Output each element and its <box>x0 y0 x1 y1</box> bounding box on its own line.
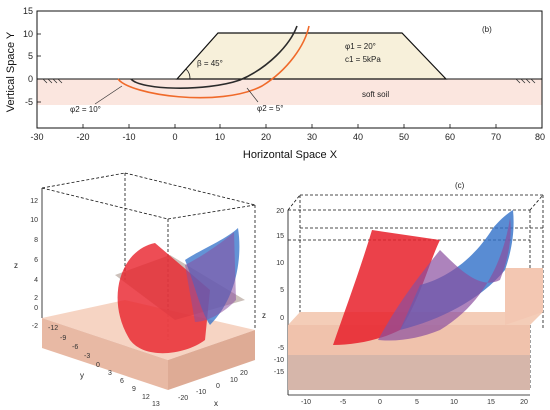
z-tick: 10 <box>30 217 38 224</box>
c1-label: c1 = 5kPa <box>345 55 381 64</box>
x-tick: 20 <box>261 132 271 142</box>
y-axis-title: Vertical Space Y <box>5 31 17 112</box>
z-tick: 4 <box>34 277 38 284</box>
panel-right-3d: (c) 20 15 10 5 0 <box>262 181 544 406</box>
z-tick: 8 <box>34 237 38 244</box>
x-axis-title: Horizontal Space X <box>243 149 338 161</box>
x-tick: 10 <box>450 399 458 406</box>
soft-soil-layer <box>37 79 542 105</box>
y-tick: 0 <box>28 74 33 84</box>
z-tick: 12 <box>30 198 38 205</box>
right-soil-front-lower <box>288 355 530 390</box>
left-overlap-surface <box>185 232 236 322</box>
x-tick: -10 <box>301 399 311 406</box>
x-tick: -30 <box>30 132 43 142</box>
x-tick: 0 <box>378 399 382 406</box>
x-tick: -20 <box>178 395 188 402</box>
phi2-left-leader <box>94 85 123 105</box>
slope-angle-arc <box>185 68 191 80</box>
x-tick: 10 <box>230 377 238 384</box>
z-tick: 10 <box>276 260 284 267</box>
z-tick: 2 <box>34 295 38 302</box>
z-tick: -5 <box>278 345 284 352</box>
z-tick: 5 <box>280 287 284 294</box>
panel-b-label: (b) <box>482 25 492 34</box>
x-tick: 10 <box>215 132 225 142</box>
z-tick: 15 <box>276 233 284 240</box>
left-y-ticks: -12 -9 -6 -3 0 3 6 9 12 13 <box>48 325 160 408</box>
y-tick: -5 <box>25 97 33 107</box>
x-tick: 0 <box>216 383 220 390</box>
phi1-label: φ1 = 20° <box>345 42 376 51</box>
z-tick: 0 <box>34 305 38 312</box>
x-tick: 60 <box>445 132 455 142</box>
panel-b-x-ticks: -30 -20 -10 0 10 20 30 40 50 60 70 80 <box>30 124 545 142</box>
ground-hatch-left <box>42 78 63 84</box>
panel-c-label: (c) <box>455 181 465 190</box>
x-tick: 80 <box>535 132 545 142</box>
z-tick: 20 <box>276 208 284 215</box>
x-tick: 20 <box>240 370 248 377</box>
y-tick: 5 <box>28 51 33 61</box>
y-tick: -9 <box>60 335 66 342</box>
right-z-ticks: 20 15 10 5 0 -5 -10 -15 <box>274 208 284 376</box>
slip-curve-dark <box>130 25 298 89</box>
x-tick: 30 <box>307 132 317 142</box>
x-tick: 50 <box>399 132 409 142</box>
y-tick: -12 <box>48 325 58 332</box>
x-tick: 15 <box>487 399 495 406</box>
phi2-left-label: φ2 = 10° <box>70 105 101 114</box>
phi2-right-label: φ2 = 5° <box>257 104 283 113</box>
x-tick: -5 <box>340 399 346 406</box>
left-soil-block-front <box>42 318 168 390</box>
x-tick: 0 <box>172 132 177 142</box>
y-tick: 9 <box>132 386 136 393</box>
left-z-ticks: 12 10 8 6 4 2 0 -2 <box>30 198 38 330</box>
phi2-right-leader <box>246 87 259 103</box>
z-tick: 0 <box>280 315 284 322</box>
y-tick: 3 <box>108 370 112 377</box>
ground-hatch-right <box>515 78 536 84</box>
beta-label: β = 45° <box>197 59 223 68</box>
x-tick: 40 <box>353 132 363 142</box>
right-z-axis-label: z <box>262 311 266 320</box>
y-tick: 6 <box>120 378 124 385</box>
panel-b: β = 45° φ1 = 20° c1 = 5kPa φ2 = 10° φ2 =… <box>5 6 545 161</box>
slip-curve-orange <box>117 25 310 99</box>
left-soil-block-side <box>168 330 255 390</box>
right-x-ticks: -10 -5 0 5 10 15 20 <box>301 399 528 406</box>
left-bounding-box <box>41 172 256 340</box>
y-tick: -3 <box>84 353 90 360</box>
y-tick: 15 <box>23 6 33 16</box>
z-tick: -15 <box>274 369 284 376</box>
right-red-slip-surface <box>333 230 440 345</box>
right-slope-block <box>505 268 543 325</box>
panel-b-y-ticks: 15 10 5 0 -5 <box>23 6 41 107</box>
left-z-axis-label: z <box>14 261 18 270</box>
x-tick: -10 <box>196 389 206 396</box>
y-tick: 12 <box>142 394 150 401</box>
y-tick: 13 <box>152 401 160 408</box>
z-tick: -10 <box>274 357 284 364</box>
z-tick: -2 <box>32 323 38 330</box>
x-tick: -20 <box>76 132 89 142</box>
panel-b-frame <box>36 10 543 129</box>
z-tick: 6 <box>34 257 38 264</box>
soft-soil-label: soft soil <box>362 90 389 99</box>
slope-body <box>175 32 448 80</box>
x-tick: 70 <box>491 132 501 142</box>
right-overlap-surface <box>378 218 511 341</box>
panel-left-3d: 12 10 8 6 4 2 0 -2 z -12 -9 -6 -3 0 3 6 … <box>14 172 256 408</box>
left-x-axis-label: x <box>214 399 218 408</box>
x-tick: 20 <box>520 399 528 406</box>
y-tick: -6 <box>72 344 78 351</box>
x-tick: -10 <box>122 132 135 142</box>
x-tick: 5 <box>415 399 419 406</box>
y-tick: 10 <box>23 29 33 39</box>
y-tick: 0 <box>96 362 100 369</box>
left-y-axis-label: y <box>80 371 84 380</box>
left-x-ticks: -20 -10 0 10 20 <box>178 370 248 402</box>
